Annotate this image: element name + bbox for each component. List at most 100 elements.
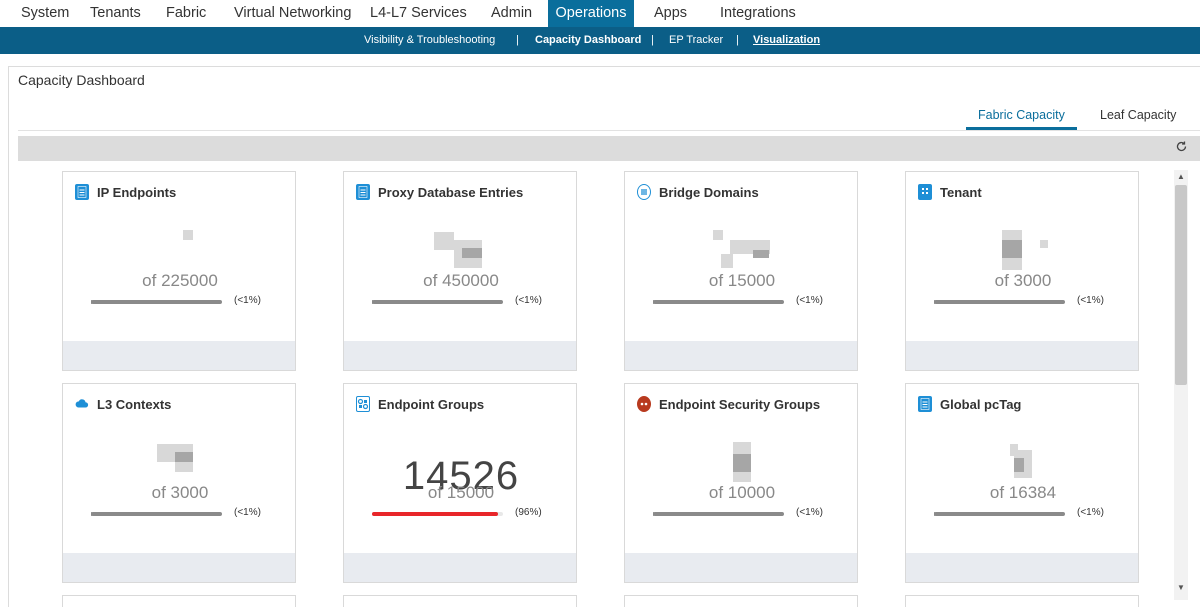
card-footer — [63, 553, 295, 582]
groups-icon — [356, 396, 370, 412]
redacted-value — [1040, 240, 1048, 248]
document-icon — [75, 184, 89, 200]
subnav-ep-tracker[interactable]: EP Tracker — [669, 34, 724, 46]
capacity-card-ip-endpoints[interactable]: IP Endpoints of 225000 (<1%) — [62, 171, 296, 371]
usage-bar-fill — [653, 300, 654, 304]
card-title: Endpoint Security Groups — [659, 397, 821, 412]
usage-percent: (<1%) — [234, 295, 261, 306]
page-title: Capacity Dashboard — [18, 72, 145, 88]
scrollbar-thumb[interactable] — [1175, 185, 1187, 385]
capacity-card-bridge-domains[interactable]: Bridge Domains of 15000 (<1%) — [624, 171, 858, 371]
subnav-capacity-dashboard[interactable]: Capacity Dashboard — [535, 34, 642, 46]
card-title: L3 Contexts — [97, 397, 172, 412]
card-capacity-total: of 3000 — [994, 271, 1052, 290]
tab-admin[interactable]: Admin — [491, 5, 533, 21]
redacted-value — [733, 454, 751, 472]
toolbar — [18, 136, 1200, 161]
scroll-up-icon[interactable]: ▲ — [1177, 172, 1185, 181]
tab-system[interactable]: System — [21, 5, 70, 21]
card-title: Endpoint Groups — [378, 397, 485, 412]
bridge-icon — [637, 184, 651, 200]
usage-bar — [934, 512, 1065, 516]
card-footer — [63, 341, 295, 370]
usage-percent: (<1%) — [1077, 295, 1104, 306]
card-footer — [906, 553, 1138, 582]
document-icon — [356, 184, 370, 200]
usage-bar-fill — [934, 512, 935, 516]
card-footer — [625, 553, 857, 582]
subnav-separator: | — [516, 34, 519, 46]
redacted-value — [183, 230, 193, 240]
tab-operations[interactable]: Operations — [548, 0, 634, 27]
usage-percent: (<1%) — [796, 295, 823, 306]
capacity-card-endpoint-groups[interactable]: Endpoint Groups 14526 of 15000 (96%) — [343, 383, 577, 583]
card-capacity-total: of 3000 — [151, 483, 209, 502]
capacity-card-proxy-database-entries[interactable]: Proxy Database Entries of 450000 (<1%) — [343, 171, 577, 371]
sub-navigation: Visibility & Troubleshooting | Capacity … — [0, 27, 1200, 54]
capacity-card-partial[interactable] — [343, 595, 577, 607]
redacted-value — [175, 462, 193, 472]
usage-bar-fill — [653, 512, 654, 516]
capacity-card-partial[interactable] — [905, 595, 1139, 607]
usage-bar-fill — [372, 512, 498, 516]
capacity-card-global-pctag[interactable]: Global pcTag of 16384 (<1%) — [905, 383, 1139, 583]
tab-integrations[interactable]: Integrations — [720, 5, 796, 21]
capacity-card-endpoint-security-groups[interactable]: Endpoint Security Groups of 10000 (<1%) — [624, 383, 858, 583]
subnav-visualization[interactable]: Visualization — [753, 34, 821, 46]
capacity-card-tenant[interactable]: Tenant of 3000 (<1%) — [905, 171, 1139, 371]
tab-l4-l7-services[interactable]: L4-L7 Services — [370, 5, 467, 21]
usage-bar — [91, 300, 222, 304]
redacted-value — [1002, 240, 1022, 258]
document-icon — [918, 396, 932, 412]
card-footer — [344, 341, 576, 370]
usage-bar — [653, 300, 784, 304]
subnav-separator: | — [736, 34, 739, 46]
usage-percent: (<1%) — [1077, 507, 1104, 518]
redacted-value — [434, 232, 454, 250]
usage-bar-fill — [91, 300, 92, 304]
usage-percent: (<1%) — [234, 507, 261, 518]
usage-percent: (96%) — [515, 507, 542, 518]
card-capacity-total: of 450000 — [423, 271, 499, 290]
scroll-down-icon[interactable]: ▼ — [1177, 583, 1185, 592]
capacity-card-partial[interactable] — [624, 595, 858, 607]
card-capacity-total: of 225000 — [142, 271, 218, 290]
capacity-card-partial[interactable] — [62, 595, 296, 607]
usage-bar — [372, 300, 503, 304]
top-navigation: System Tenants Fabric Virtual Networking… — [0, 0, 1200, 27]
usage-bar-fill — [934, 300, 935, 304]
building-icon — [918, 184, 932, 200]
card-footer — [906, 341, 1138, 370]
usage-bar — [934, 300, 1065, 304]
tab-divider — [18, 130, 1200, 131]
usage-bar-fill — [91, 512, 92, 516]
usage-bar — [91, 512, 222, 516]
card-capacity-total: of 15000 — [427, 483, 495, 502]
tab-virtual-networking[interactable]: Virtual Networking — [234, 5, 352, 21]
redacted-value — [713, 230, 723, 240]
card-capacity-total: of 15000 — [708, 271, 776, 290]
redacted-value — [1014, 458, 1024, 472]
usage-bar — [372, 512, 503, 516]
card-title: Proxy Database Entries — [378, 185, 524, 200]
tab-leaf-capacity[interactable]: Leaf Capacity — [1100, 108, 1177, 122]
capacity-card-l3-contexts[interactable]: L3 Contexts of 3000 (<1%) — [62, 383, 296, 583]
refresh-icon[interactable] — [1175, 140, 1189, 154]
redacted-value — [753, 250, 769, 258]
tab-apps[interactable]: Apps — [654, 5, 688, 21]
redacted-value — [175, 452, 193, 462]
card-footer — [625, 341, 857, 370]
cloud-icon — [75, 396, 89, 412]
card-title: Bridge Domains — [659, 185, 759, 200]
tab-fabric-capacity[interactable]: Fabric Capacity — [966, 108, 1077, 130]
esg-icon — [637, 396, 651, 412]
tab-tenants[interactable]: Tenants — [90, 5, 141, 21]
subnav-visibility-troubleshooting[interactable]: Visibility & Troubleshooting — [364, 34, 496, 46]
usage-percent: (<1%) — [515, 295, 542, 306]
card-value: 14526 — [402, 454, 520, 498]
redacted-value — [462, 248, 482, 258]
usage-bar — [653, 512, 784, 516]
usage-percent: (<1%) — [796, 507, 823, 518]
tab-fabric[interactable]: Fabric — [166, 5, 207, 21]
card-capacity-total: of 16384 — [989, 483, 1057, 502]
